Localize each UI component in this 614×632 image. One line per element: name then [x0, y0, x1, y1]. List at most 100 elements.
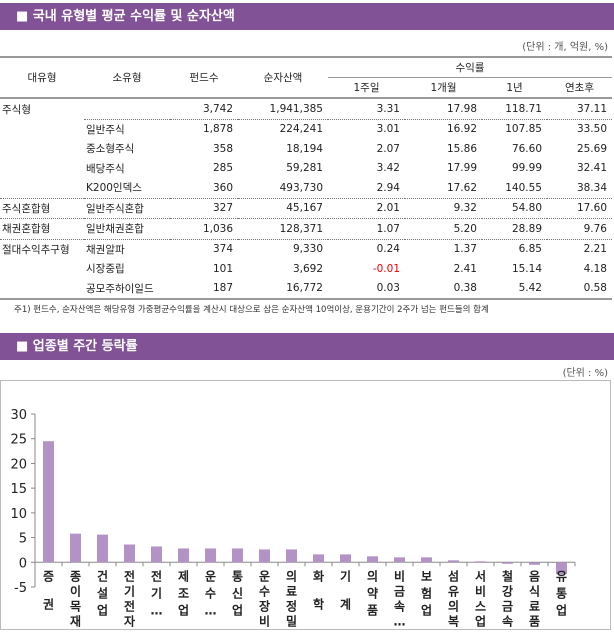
cell-funds: 3,742	[170, 98, 238, 120]
cell-m1: 9.32	[405, 198, 482, 219]
cell-ytd: 0.58	[547, 278, 612, 300]
y-tick-label: 30	[10, 408, 27, 423]
table-row: 주식형 3,742 1,941,385 3.31 17.98 118.71 37.11	[0, 98, 612, 120]
cell-y1: 6.85	[518, 243, 542, 256]
cell-minor: 일반채권혼합	[84, 218, 170, 240]
cell-major	[0, 259, 84, 279]
cell-ytd: 25.69	[576, 142, 607, 155]
bar-기계	[340, 554, 351, 563]
cell-w1: 2.07	[376, 142, 400, 155]
cell-minor: 배당주식	[86, 162, 125, 175]
cell-y1: 107.85	[505, 123, 542, 136]
cell-minor: 시장중립	[86, 263, 125, 276]
cell-m1: 17.99	[446, 162, 477, 175]
bar-의료정밀	[286, 549, 297, 563]
cell-assets: 45,167	[238, 198, 328, 219]
cell-assets: 128,371	[238, 218, 328, 240]
cell-funds: 1,036	[170, 218, 238, 240]
y-tick-label: 5	[19, 532, 27, 547]
table-row: K200인덱스 360 493,730 2.94 17.62 140.55 38.34	[0, 178, 612, 199]
cell-w1: -0.01	[372, 262, 400, 275]
cell-major: 주식형	[2, 103, 31, 116]
y-tick-label: 25	[10, 433, 27, 448]
cell-m1: 1.37	[453, 243, 477, 256]
cell-major	[0, 178, 84, 199]
cell-assets: 16,772	[238, 278, 328, 300]
cell-y1: 76.60	[511, 142, 542, 155]
bar-건설업	[97, 534, 108, 563]
cell-m1: 5.20	[405, 218, 482, 240]
cell-w1: 0.24	[376, 243, 400, 256]
cell-funds: 360	[170, 178, 238, 199]
table-row: 배당주식 285 59,281 3.42 17.99 99.99 32.41	[0, 159, 612, 179]
cell-funds: 358	[212, 142, 233, 155]
unit-label: (단위 : 개, 억원, %)	[522, 42, 608, 53]
cell-minor: K200인덱스	[84, 178, 170, 199]
bar-전기전자	[124, 544, 135, 563]
cell-assets: 9,330	[292, 243, 323, 256]
cell-y1: 5.42	[482, 278, 547, 300]
y-tick-label: -5	[14, 581, 27, 596]
cell-minor: 일반주식혼합	[84, 198, 170, 219]
cell-w1: 3.01	[376, 123, 400, 136]
cell-y1: 99.99	[511, 162, 542, 175]
cell-major	[0, 159, 84, 179]
cell-assets: 1,941,385	[238, 98, 328, 120]
bar-보험업	[421, 557, 432, 563]
fund-returns-table: 대유형 소유형 펀드수 순자산액 수익률 1주일 1개월 1년 연초후 주식형 3,742 1,9…	[0, 56, 612, 300]
header-1y: 1년	[506, 82, 523, 94]
cell-m1: 17.98	[405, 98, 482, 120]
cell-w1: 0.03	[328, 278, 405, 300]
cell-assets: 224,241	[279, 123, 323, 136]
table-row: 채권혼합형 일반채권혼합 1,036 128,371 1.07 5.20 28.89 9.76	[0, 218, 612, 240]
cell-m1: 15.86	[446, 142, 477, 155]
header-1m: 1개월	[430, 82, 457, 94]
cell-assets: 18,194	[286, 142, 323, 155]
section-title-fund-returns: ■ 국내 유형별 평균 수익률 및 순자산액	[0, 3, 614, 30]
cell-y1: 28.89	[482, 218, 547, 240]
bar-증권	[43, 441, 54, 563]
cell-funds: 187	[170, 278, 238, 300]
cell-minor: 채권알파	[86, 243, 125, 256]
header-assets: 순자산액	[263, 72, 303, 84]
cell-w1: 3.42	[376, 162, 400, 175]
cell-major	[0, 278, 84, 300]
y-tick-label: 10	[10, 507, 27, 522]
cell-major: 채권혼합형	[0, 218, 84, 240]
cell-assets: 493,730	[238, 178, 328, 199]
cell-funds: 374	[212, 243, 233, 256]
cell-w1: 2.01	[328, 198, 405, 219]
table-row: 주식혼합형 일반주식혼합 327 45,167 2.01 9.32 54.80 17.60	[0, 198, 612, 219]
cell-funds: 101	[212, 262, 233, 275]
cell-y1: 15.14	[511, 262, 542, 275]
chart-frame	[0, 380, 611, 630]
chart-unit-label: (단위 : %)	[562, 368, 608, 379]
cell-major	[0, 139, 84, 159]
x-tick-label: 운 수…	[205, 568, 217, 617]
cell-funds: 285	[212, 162, 233, 175]
cell-ytd: 2.21	[583, 243, 607, 256]
table-row: 일반주식 1,878 224,241 3.01 16.92 107.85 33.50	[0, 119, 612, 139]
sector-bar-chart: 30 25 20 15 10 5 0 -5 증 권 종 이 목 재 건 설 업 전 기 전 자 전 기 … 제 조 업 운 수 … 통 신 업 운…	[10, 408, 576, 628]
cell-m1: 0.38	[405, 278, 482, 300]
cell-major	[0, 119, 84, 139]
bar-제조업	[178, 548, 189, 563]
header-returns: 수익률	[328, 57, 612, 78]
bar-유통업	[556, 562, 567, 575]
x-tick-label: 전 기…	[151, 568, 163, 617]
cell-minor	[84, 98, 170, 120]
section-title-sector-returns: ■ 업종별 주간 등락률	[0, 333, 614, 360]
cell-assets: 59,281	[286, 162, 323, 175]
cell-y1: 54.80	[482, 198, 547, 219]
cell-ytd: 9.76	[547, 218, 612, 240]
